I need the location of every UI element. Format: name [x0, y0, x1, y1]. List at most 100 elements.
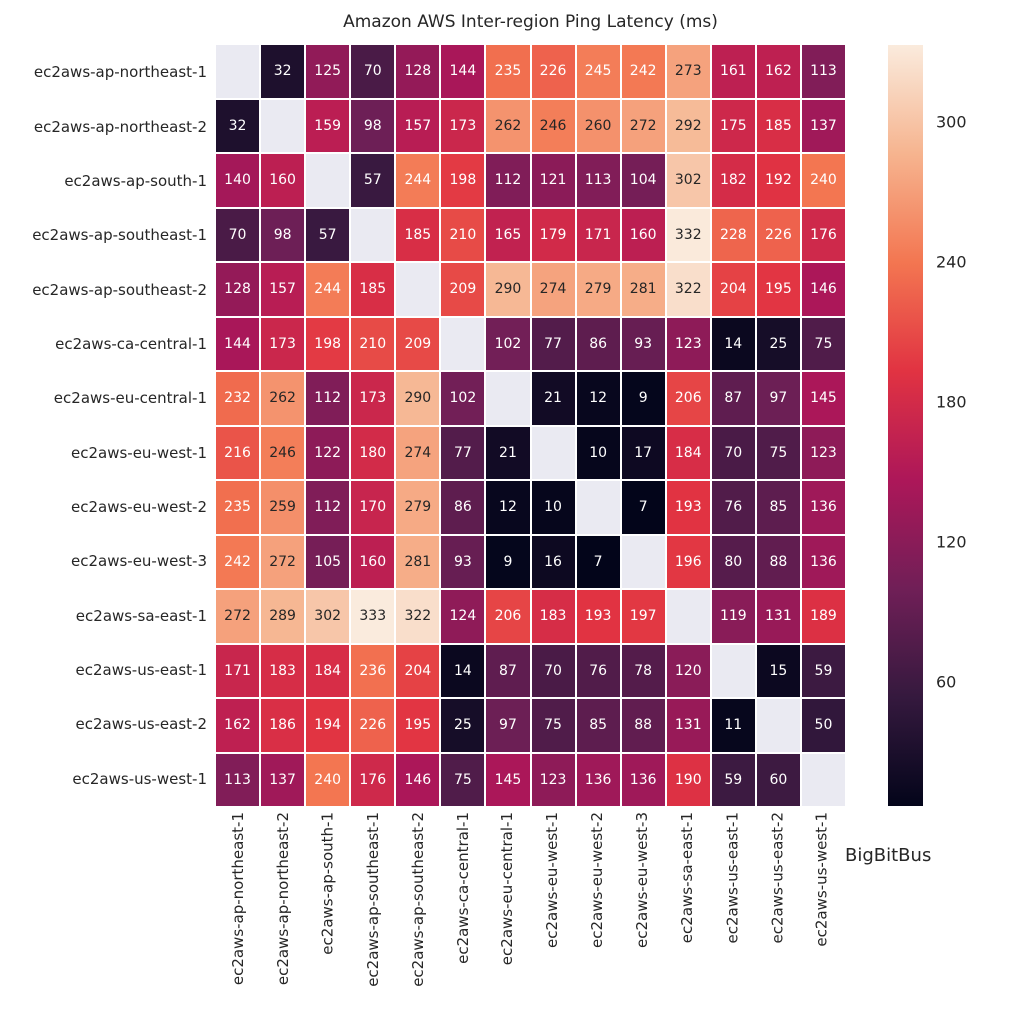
heatmap-cell [261, 99, 305, 152]
heatmap-cell: 162 [756, 45, 800, 98]
heatmap-cell: 113 [576, 154, 620, 207]
heatmap-cell [396, 263, 440, 316]
heatmap-cell: 273 [666, 45, 710, 98]
heatmap-cell [621, 535, 665, 588]
heatmap-cell: 185 [756, 99, 800, 152]
heatmap-cell: 262 [486, 99, 530, 152]
heatmap-cell: 12 [576, 372, 620, 425]
heatmap-cell: 136 [801, 481, 845, 534]
heatmap-cell: 184 [306, 644, 350, 697]
heatmap-cell: 176 [351, 753, 395, 806]
heatmap-cell: 121 [531, 154, 575, 207]
heatmap-cell: 176 [801, 208, 845, 261]
heatmap-cell: 210 [441, 208, 485, 261]
heatmap-cell: 123 [801, 426, 845, 479]
heatmap-cell: 75 [441, 753, 485, 806]
heatmap-cell: 244 [396, 154, 440, 207]
heatmap-cell: 124 [441, 590, 485, 643]
heatmap-cell: 240 [801, 154, 845, 207]
heatmap-cell: 182 [711, 154, 755, 207]
heatmap-cell: 70 [351, 45, 395, 98]
heatmap-cell: 189 [801, 590, 845, 643]
heatmap-cell: 86 [441, 481, 485, 534]
heatmap-cell: 216 [216, 426, 260, 479]
heatmap-cell: 333 [351, 590, 395, 643]
heatmap-cell: 112 [306, 372, 350, 425]
heatmap-cell: 9 [621, 372, 665, 425]
heatmap-cell: 11 [711, 699, 755, 752]
heatmap-cell: 136 [576, 753, 620, 806]
heatmap-cell: 183 [261, 644, 305, 697]
heatmap-cell: 97 [486, 699, 530, 752]
heatmap-cell: 240 [306, 753, 350, 806]
heatmap-cell: 76 [711, 481, 755, 534]
heatmap-grid: 32 125 70 128 144 235 226 245 242 273 161 162 113 32 1… [216, 45, 845, 806]
y-tick-label: ec2aws-ap-northeast-2 [33, 117, 207, 136]
heatmap-cell: 185 [396, 208, 440, 261]
heatmap-cell: 137 [261, 753, 305, 806]
heatmap-cell: 10 [531, 481, 575, 534]
heatmap-cell: 17 [621, 426, 665, 479]
heatmap-cell [486, 372, 530, 425]
heatmap-cell: 16 [531, 535, 575, 588]
heatmap-cell: 274 [531, 263, 575, 316]
heatmap-cell: 194 [306, 699, 350, 752]
heatmap-cell: 204 [396, 644, 440, 697]
heatmap-cell: 14 [711, 317, 755, 370]
x-tick-label: ec2aws-eu-west-1 [543, 812, 562, 949]
heatmap-cell: 144 [441, 45, 485, 98]
heatmap-cell: 85 [756, 481, 800, 534]
heatmap-cell: 209 [396, 317, 440, 370]
heatmap-cell: 245 [576, 45, 620, 98]
x-tick-label: ec2aws-ap-southeast-2 [408, 812, 427, 987]
heatmap-cell: 259 [261, 481, 305, 534]
x-tick-label: ec2aws-ap-northeast-1 [228, 812, 247, 986]
heatmap-cell: 80 [711, 535, 755, 588]
heatmap-cell: 88 [756, 535, 800, 588]
heatmap-cell: 272 [216, 590, 260, 643]
heatmap-cell: 242 [216, 535, 260, 588]
heatmap-cell: 75 [756, 426, 800, 479]
heatmap-cell: 173 [261, 317, 305, 370]
x-tick-label: ec2aws-sa-east-1 [678, 812, 697, 944]
y-tick-label: ec2aws-sa-east-1 [75, 606, 207, 625]
heatmap-cell: 198 [441, 154, 485, 207]
heatmap-cell: 192 [756, 154, 800, 207]
heatmap-cell: 136 [801, 535, 845, 588]
heatmap-cell [441, 317, 485, 370]
heatmap-cell: 170 [351, 481, 395, 534]
heatmap-cell [306, 154, 350, 207]
heatmap-cell: 78 [621, 644, 665, 697]
heatmap-cell: 112 [486, 154, 530, 207]
heatmap-cell: 32 [216, 99, 260, 152]
heatmap-cell: 87 [486, 644, 530, 697]
heatmap-cell: 136 [621, 753, 665, 806]
heatmap-cell: 302 [666, 154, 710, 207]
heatmap-cell: 160 [351, 535, 395, 588]
heatmap-cell: 113 [801, 45, 845, 98]
x-tick-label: ec2aws-ap-south-1 [318, 812, 337, 955]
heatmap-cell: 160 [261, 154, 305, 207]
heatmap-cell: 7 [576, 535, 620, 588]
heatmap-cell: 77 [441, 426, 485, 479]
heatmap-cell: 137 [801, 99, 845, 152]
heatmap-cell: 290 [396, 372, 440, 425]
heatmap-cell: 86 [576, 317, 620, 370]
heatmap-cell: 145 [801, 372, 845, 425]
heatmap-cell [666, 590, 710, 643]
heatmap-cell: 70 [531, 644, 575, 697]
heatmap-cell: 123 [666, 317, 710, 370]
x-tick-label: ec2aws-eu-west-3 [633, 812, 652, 949]
heatmap-cell: 57 [306, 208, 350, 261]
heatmap-cell: 70 [216, 208, 260, 261]
heatmap-cell: 180 [351, 426, 395, 479]
y-tick-label: ec2aws-eu-central-1 [53, 389, 207, 408]
heatmap-cell: 322 [666, 263, 710, 316]
heatmap-cell: 105 [306, 535, 350, 588]
y-tick-label: ec2aws-us-east-2 [75, 715, 207, 734]
chart-title: Amazon AWS Inter-region Ping Latency (ms… [343, 12, 718, 32]
heatmap-cell: 260 [576, 99, 620, 152]
heatmap-cell: 171 [576, 208, 620, 261]
heatmap-cell: 279 [576, 263, 620, 316]
